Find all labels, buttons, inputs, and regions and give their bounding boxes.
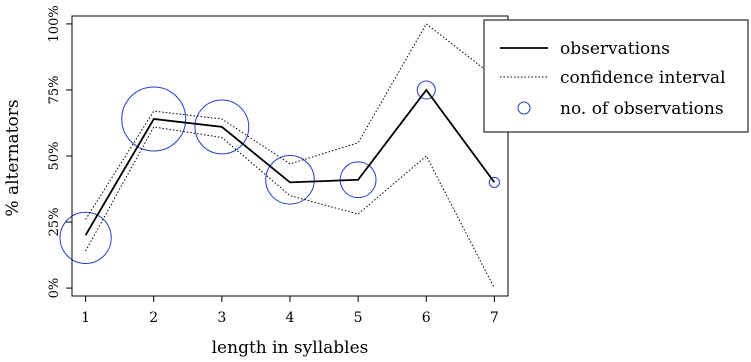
- legend-entry-label: no. of observations: [560, 99, 724, 119]
- legend: observations confidence interval no. of ob…: [483, 19, 749, 133]
- x-axis-label: length in syllables: [212, 338, 369, 358]
- y-tick-label: 100%: [47, 5, 62, 42]
- legend-entry-label: observations: [560, 39, 670, 59]
- observations-line: [84, 88, 496, 236]
- observation-circle: [121, 86, 187, 152]
- y-tick-label: 0%: [47, 278, 62, 299]
- legend-circle-swatch: [517, 101, 531, 115]
- x-tick-label: 4: [286, 310, 295, 326]
- observation-circle: [416, 80, 436, 100]
- observation-circle: [265, 154, 315, 205]
- observation-circle: [488, 176, 500, 189]
- x-tick-label: 3: [217, 310, 226, 326]
- y-axis-label: % alternators: [3, 99, 23, 216]
- legend-entry-label: confidence interval: [560, 68, 726, 88]
- x-tick-label: 1: [81, 310, 90, 326]
- x-axis: 1 2 3 4 5 6 7: [81, 296, 499, 326]
- y-tick-label: 50%: [47, 142, 62, 171]
- y-tick-label: 25%: [47, 208, 62, 237]
- x-tick-label: 7: [490, 310, 499, 326]
- observation-circle: [59, 211, 112, 264]
- x-tick-label: 5: [354, 310, 363, 326]
- series-lines: [84, 23, 496, 289]
- y-tick-label: 75%: [47, 76, 62, 105]
- observation-circle: [194, 99, 250, 155]
- x-tick-label: 6: [422, 310, 431, 326]
- y-axis: 0% 25% 50% 75% 100%: [47, 5, 72, 298]
- x-tick-label: 2: [149, 310, 158, 326]
- legend-box: [483, 19, 749, 133]
